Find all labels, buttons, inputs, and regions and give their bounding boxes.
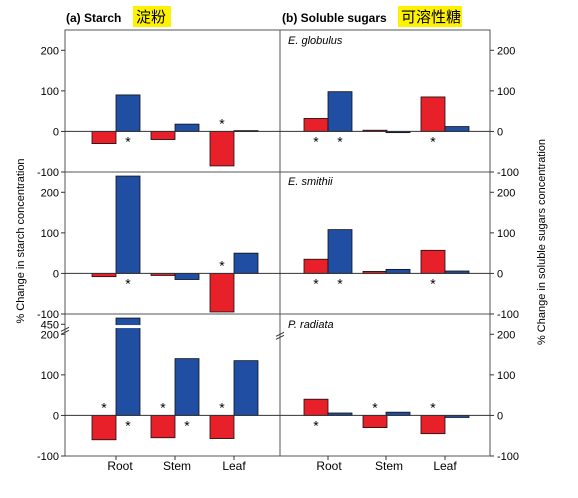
y-tick-label-right: 200 <box>497 329 515 341</box>
significance-star: * <box>101 399 107 415</box>
blue-bar <box>444 126 470 132</box>
blue-bar <box>327 229 353 274</box>
category-stem-starch: Stem <box>163 459 191 473</box>
red-bar <box>209 415 235 439</box>
red-bar <box>209 273 235 313</box>
red-bar <box>362 415 388 428</box>
starch-title-highlight <box>133 6 171 27</box>
y-tick-label-right: 0 <box>497 410 503 422</box>
blue-bar <box>174 123 200 132</box>
species-label-p-radiata: P. radiata <box>288 319 334 331</box>
category-root-starch: Root <box>107 459 133 473</box>
y-tick-label-left: 450 <box>41 319 59 331</box>
y-tick-label-left: -100 <box>37 309 59 321</box>
y-tick-label-right: -100 <box>497 167 519 179</box>
blue-bar <box>385 268 411 274</box>
red-bar <box>303 118 329 132</box>
significance-star: * <box>160 399 166 415</box>
blue-bar <box>233 360 259 416</box>
y-tick-label-left: 200 <box>41 329 59 341</box>
category-leaf-starch: Leaf <box>222 459 246 473</box>
red-bar <box>420 415 446 435</box>
red-bar <box>150 415 176 439</box>
y-tick-label-left: -100 <box>37 451 59 463</box>
y-tick-label-left: 100 <box>41 370 59 382</box>
species-label-e-globulus: E. globulus <box>288 35 343 47</box>
y-tick-label-left: 100 <box>41 86 59 98</box>
significance-star: * <box>219 399 225 415</box>
significance-star: * <box>125 417 131 433</box>
significance-star: * <box>219 257 225 273</box>
significance-star: * <box>372 399 378 415</box>
y-tick-label-right: 0 <box>497 126 503 138</box>
y-tick-label-right: -100 <box>497 451 519 463</box>
y-tick-label-right: -100 <box>497 309 519 321</box>
y-tick-label-right: 100 <box>497 86 515 98</box>
red-bar <box>91 415 117 441</box>
blue-bar <box>174 358 200 416</box>
y-tick-label-right: 100 <box>497 228 515 240</box>
category-root-sugars: Root <box>316 459 342 473</box>
red-bar <box>303 398 329 416</box>
blue-bar <box>233 252 259 274</box>
category-stem-sugars: Stem <box>375 459 403 473</box>
significance-star: * <box>219 115 225 131</box>
category-leaf-sugars: Leaf <box>433 459 457 473</box>
significance-star: * <box>125 133 131 149</box>
red-bar <box>150 131 176 140</box>
significance-star: * <box>430 399 436 415</box>
significance-star: * <box>430 275 436 291</box>
sugars-panel-title: (b) Soluble sugars <box>282 11 387 25</box>
red-bar <box>209 131 235 167</box>
axis-break-mark-mid <box>275 331 285 340</box>
sugars-panel-title-cn: 可溶性糖 <box>401 9 461 26</box>
blue-bar <box>115 317 141 416</box>
blue-bar <box>115 94 141 132</box>
significance-star: * <box>430 133 436 149</box>
right-y-axis-label: % Change in soluble sugars concentration <box>536 139 548 345</box>
left-y-axis-label: % Change in starch concentration <box>15 158 27 323</box>
y-tick-label-left: 100 <box>41 228 59 240</box>
y-tick-label-right: 100 <box>497 370 515 382</box>
significance-star: * <box>313 417 319 433</box>
red-bar <box>303 258 329 274</box>
starch-panel-title-cn: 淀粉 <box>136 9 166 26</box>
starch-panel-title: (a) Starch <box>66 11 121 25</box>
sugars-title-highlight <box>398 6 462 27</box>
significance-star: * <box>313 133 319 149</box>
red-bar <box>91 131 117 145</box>
blue-bar <box>115 175 141 274</box>
significance-star: * <box>337 133 343 149</box>
y-tick-label-right: 200 <box>497 45 515 57</box>
red-bar <box>420 96 446 132</box>
y-tick-label-right: 0 <box>497 268 503 280</box>
bar-axis-break <box>115 325 141 329</box>
y-tick-label-left: 200 <box>41 187 59 199</box>
y-tick-label-right: 200 <box>497 187 515 199</box>
y-tick-label-left: 200 <box>41 45 59 57</box>
species-label-e-smithii: E. smithii <box>288 176 333 188</box>
y-tick-label-left: -100 <box>37 167 59 179</box>
significance-star: * <box>337 275 343 291</box>
blue-bar <box>174 273 200 280</box>
panel-frame <box>279 29 491 457</box>
blue-bar <box>327 91 353 132</box>
y-tick-label-left: 0 <box>53 268 59 280</box>
y-tick-label-left: 0 <box>53 410 59 422</box>
significance-star: * <box>184 417 190 433</box>
y-tick-label-left: 0 <box>53 126 59 138</box>
red-bar <box>420 249 446 274</box>
plot-layer: * * * * * * * * * * * * * * * * * * -100 -100 0 0 100 100 200 200… <box>37 29 519 463</box>
significance-star: * <box>125 275 131 291</box>
significance-star: * <box>313 275 319 291</box>
axis-break-mark-left <box>60 326 70 335</box>
